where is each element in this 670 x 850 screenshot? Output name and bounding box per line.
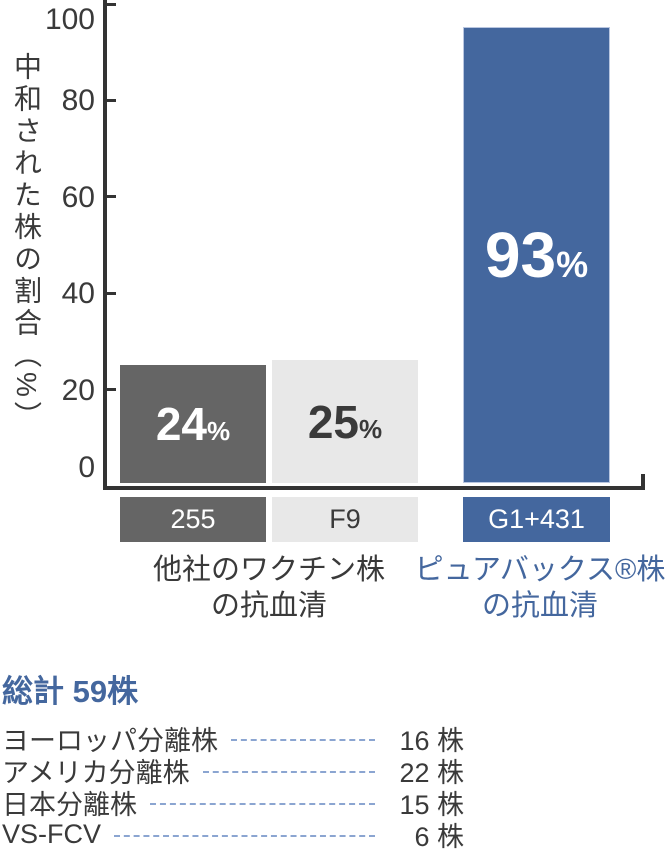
summary-row-label: 日本分離株 [2, 789, 137, 820]
y-tick [107, 291, 116, 295]
bar-value-number: 93 [484, 219, 557, 291]
group-label-line2: の抗血清 [481, 590, 598, 622]
group-label-line1: ピュアバックス®株 [414, 554, 666, 586]
x-axis-end-tick [641, 474, 645, 490]
summary-row: アメリカ分離株 22 株 [2, 754, 464, 788]
plot-area: 24% 25% 93% [103, 0, 645, 490]
summary-row-count: 22 株 [399, 757, 464, 788]
summary-row-count: 6 株 [414, 821, 464, 850]
y-tick-label: 40 [61, 277, 95, 311]
bar-value-unit: % [556, 244, 589, 285]
bar-value-number: 24 [155, 398, 208, 450]
bar-G1+431: 93% [463, 27, 610, 483]
leader-line [202, 771, 375, 773]
group-label-competitor: 他社のワクチン株 の抗血清 [97, 552, 441, 624]
bar-value-unit: % [207, 416, 231, 446]
bar-value-unit: % [359, 413, 383, 444]
summary-rows: ヨーロッパ分離株 16 株アメリカ分離株 22 株日本分離株 15 株 VS-FCV 6 … [2, 722, 464, 850]
summary-row: 日本分離株 15 株 [2, 786, 464, 820]
summary-title: 総計 59株 [2, 674, 139, 709]
bar-value-number: 25 [307, 395, 360, 448]
summary-row: ヨーロッパ分離株 16 株 [2, 722, 464, 756]
x-axis-line [103, 486, 645, 490]
summary-row-label: VS-FCV [2, 818, 102, 849]
y-axis-line [103, 0, 107, 490]
strain-box-F9: F9 [272, 497, 418, 542]
y-tick-label: 80 [61, 84, 95, 118]
summary-row-count: 16 株 [399, 725, 464, 756]
strain-box-G1+431: G1+431 [463, 497, 610, 542]
group-label-purevax: ピュアバックス®株 の抗血清 [398, 552, 670, 624]
bar-value-label: 24% [120, 397, 266, 451]
summary-row-label: アメリカ分離株 [2, 757, 190, 788]
y-tick-label: 100 [44, 3, 95, 36]
bar-value-label: 25% [272, 395, 418, 449]
summary-row: VS-FCV 6 株 [2, 818, 464, 850]
y-tick [107, 388, 116, 392]
summary-row-label: ヨーロッパ分離株 [2, 725, 218, 756]
bar-F9: 25% [272, 360, 418, 483]
leader-line [150, 803, 375, 805]
group-label-line1: 他社のワクチン株 [152, 554, 385, 586]
y-tick-label: 20 [61, 373, 95, 407]
leader-line [231, 739, 375, 741]
y-axis-title: 中和された株の割合（%） [11, 52, 42, 433]
bar-255: 24% [120, 365, 266, 483]
y-tick [107, 98, 116, 102]
summary-row-count: 15 株 [399, 789, 464, 820]
leader-line [114, 835, 375, 837]
y-tick-label: 0 [78, 451, 95, 484]
strain-box-255: 255 [120, 497, 266, 542]
y-tick [107, 2, 116, 6]
bar-value-label: 93% [464, 218, 609, 292]
y-tick-label: 60 [61, 180, 95, 214]
y-tick [107, 195, 116, 199]
group-label-line2: の抗血清 [210, 590, 327, 622]
